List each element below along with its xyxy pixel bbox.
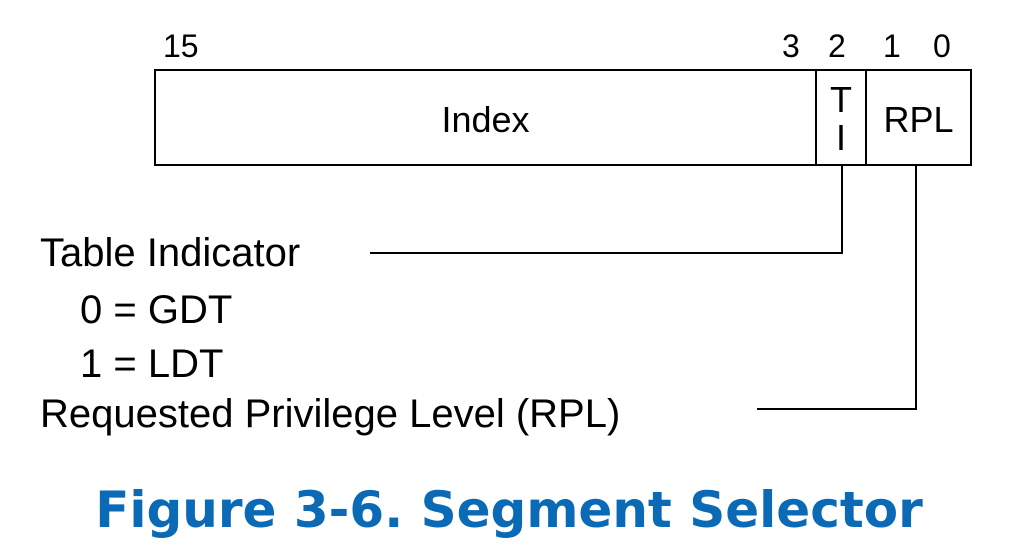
rpl-description-label: Requested Privilege Level (RPL) — [40, 392, 621, 436]
figure-caption: Figure 3-6. Segment Selector — [95, 481, 923, 539]
ldt-value-label: 1 = LDT — [80, 342, 224, 386]
bit-label-1: 1 — [883, 28, 901, 64]
rpl-leader-horizontal — [757, 408, 917, 410]
bit-label-2: 2 — [828, 28, 846, 64]
rpl-field-label: RPL — [883, 99, 954, 140]
ti-leader-horizontal — [370, 252, 843, 254]
bit-label-3: 3 — [782, 28, 800, 64]
table-indicator-label: Table Indicator — [40, 231, 301, 275]
ti-field-label-bottom: I — [835, 117, 846, 158]
bit-label-15: 15 — [163, 28, 199, 64]
index-field-label: Index — [441, 99, 530, 140]
segment-selector-register — [154, 69, 972, 166]
gdt-value-label: 0 = GDT — [80, 288, 233, 332]
rpl-leader-vertical — [915, 166, 917, 410]
ti-rpl-divider — [865, 69, 867, 166]
index-ti-divider — [815, 69, 817, 166]
bit-label-0: 0 — [933, 28, 951, 64]
ti-leader-vertical — [841, 166, 843, 254]
ti-field-label-top: T — [830, 79, 852, 120]
